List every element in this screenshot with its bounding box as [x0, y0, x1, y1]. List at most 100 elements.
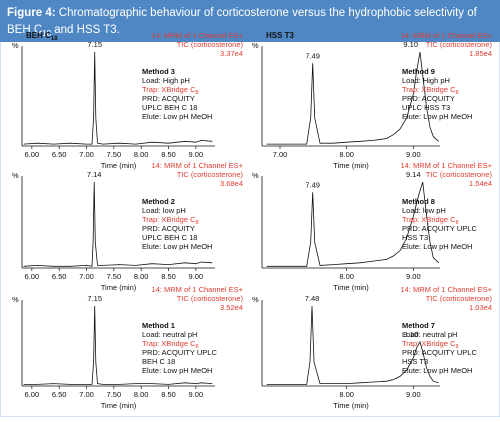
- trace-info: TIC (corticosterone): [177, 40, 244, 49]
- trace-line: [266, 51, 439, 145]
- x-tick-label: 7.50: [107, 390, 122, 399]
- y-label: %: [252, 41, 259, 50]
- y-label: %: [12, 295, 19, 304]
- x-tick-label: 8.00: [339, 272, 354, 281]
- trace-info: 3.37e4: [220, 49, 243, 58]
- method-name: Method 9: [402, 67, 435, 76]
- x-tick-label: 9.00: [189, 390, 204, 399]
- column-label: HSS T3: [266, 31, 295, 40]
- x-tick-label: 7.50: [107, 272, 122, 281]
- method-trap-sub: 8: [196, 90, 199, 96]
- x-label: Time (min): [101, 401, 137, 410]
- method-line: UPLC HSS T3: [402, 103, 450, 112]
- method-trap-text: Trap: XBridge C: [402, 85, 456, 94]
- column-label-text: HSS T3: [266, 31, 295, 40]
- method-line: PRD: ACQUITY UPLC: [402, 348, 477, 357]
- x-tick-label: 9.00: [189, 272, 204, 281]
- trace-info: TIC (corticosterone): [426, 170, 493, 179]
- method-trap-sub: 8: [456, 344, 459, 350]
- method-load: Load: High pH: [402, 76, 450, 85]
- x-tick-label: 7.00: [79, 390, 94, 399]
- method-trap: Trap: XBridge C8: [142, 339, 199, 350]
- method-trap-text: Trap: XBridge C: [142, 215, 196, 224]
- x-label: Time (min): [101, 283, 137, 292]
- peak-label: 7.49: [305, 180, 320, 189]
- x-tick-label: 7.50: [107, 150, 122, 159]
- peak-label: 9.10: [403, 330, 418, 339]
- method-line: Elute: Low pH MeOH: [402, 366, 472, 375]
- figure-label: Figure 4:: [7, 7, 56, 19]
- column-label: BEH C18: [26, 31, 58, 42]
- column-label-text: BEH C: [26, 31, 51, 40]
- method-line: Elute: Low pH MeOH: [402, 112, 472, 121]
- x-label: Time (min): [333, 161, 369, 170]
- peak-label: 7.15: [87, 40, 102, 49]
- x-tick-label: 6.00: [25, 272, 40, 281]
- caption-end: and HSS T3.: [51, 24, 120, 36]
- method-line: BEH C 18: [142, 357, 175, 366]
- trace-info: 14: MRM of 1 Channel ES+: [400, 161, 492, 170]
- peak-label: 9.10: [403, 40, 418, 49]
- method-trap-sub: 8: [456, 220, 459, 226]
- method-trap-sub: 8: [196, 220, 199, 226]
- peak-label: 7.15: [87, 294, 102, 303]
- method-trap-text: Trap: XBridge C: [142, 339, 196, 348]
- x-label: Time (min): [333, 283, 369, 292]
- x-tick-label: 8.00: [134, 150, 149, 159]
- trace-line: [23, 305, 213, 385]
- trace-info: TIC (corticosterone): [177, 170, 244, 179]
- peak-label: 7.48: [305, 294, 320, 303]
- x-tick-label: 8.50: [161, 272, 176, 281]
- method-line: UPLC BEH C 18: [142, 103, 197, 112]
- method-line: Elute: Low pH MeOH: [402, 242, 472, 251]
- trace-info: 14: MRM of 1 Channel ES+: [151, 161, 243, 170]
- caption-text-cont: BEH C: [7, 24, 42, 36]
- method-load: Load: High pH: [142, 76, 190, 85]
- x-tick-label: 9.00: [406, 150, 421, 159]
- caption: Figure 4: Chromatographic behaviour of c…: [7, 7, 478, 19]
- trace-info: 14: MRM of 1 Channel ES+: [400, 285, 492, 294]
- peak-label: 7.49: [305, 51, 320, 60]
- x-tick-label: 7.00: [79, 150, 94, 159]
- x-tick-label: 7.00: [79, 272, 94, 281]
- column-label-sub: 18: [51, 36, 58, 42]
- x-label: Time (min): [333, 401, 369, 410]
- x-tick-label: 8.00: [339, 390, 354, 399]
- method-trap-text: Trap: XBridge C: [402, 215, 456, 224]
- method-name: Method 7: [402, 321, 435, 330]
- x-tick-label: 9.00: [406, 390, 421, 399]
- x-tick-label: 8.00: [134, 390, 149, 399]
- trace-info: 14: MRM of 1 Channel ES+: [151, 31, 243, 40]
- trace-info: 14: MRM of 1 Channel ES+: [151, 285, 243, 294]
- panel: % 8.00 9.00 Time (min) 7.48 9.10 14: MRM of 1 …: [252, 285, 493, 410]
- method-trap: Trap: XBridge C8: [402, 215, 459, 226]
- method-load: Load: low pH: [142, 206, 186, 215]
- x-tick-label: 8.50: [161, 150, 176, 159]
- trace-info: 3.68e4: [220, 179, 243, 188]
- method-trap-text: Trap: XBridge C: [142, 85, 196, 94]
- method-trap-text: Trap: XBridge C: [402, 339, 456, 348]
- method-line: PRD: ACQUITY: [142, 224, 195, 233]
- caption-text: Chromatographic behaviour of corticoster…: [59, 7, 478, 19]
- caption-sub: 18: [42, 29, 51, 38]
- peak-label: 9.14: [406, 170, 421, 179]
- method-line: PRD: ACQUITY: [142, 94, 195, 103]
- trace-line: [23, 181, 213, 267]
- x-tick-label: 6.50: [52, 150, 67, 159]
- trace-line: [266, 305, 439, 385]
- x-tick-label: 9.00: [406, 272, 421, 281]
- method-line: PRD: ACQUITY UPLC: [402, 224, 477, 233]
- method-trap: Trap: XBridge C8: [402, 85, 459, 96]
- method-trap: Trap: XBridge C8: [402, 339, 459, 350]
- caption-line2: BEH C18 and HSS T3.: [7, 24, 120, 38]
- trace-info: TIC (corticosterone): [177, 294, 244, 303]
- x-tick-label: 6.50: [52, 272, 67, 281]
- x-tick-label: 8.50: [161, 390, 176, 399]
- x-label: Time (min): [101, 161, 137, 170]
- trace-line: [23, 51, 213, 145]
- trace-info: 14: MRM of 1 Channel ES+: [400, 31, 492, 40]
